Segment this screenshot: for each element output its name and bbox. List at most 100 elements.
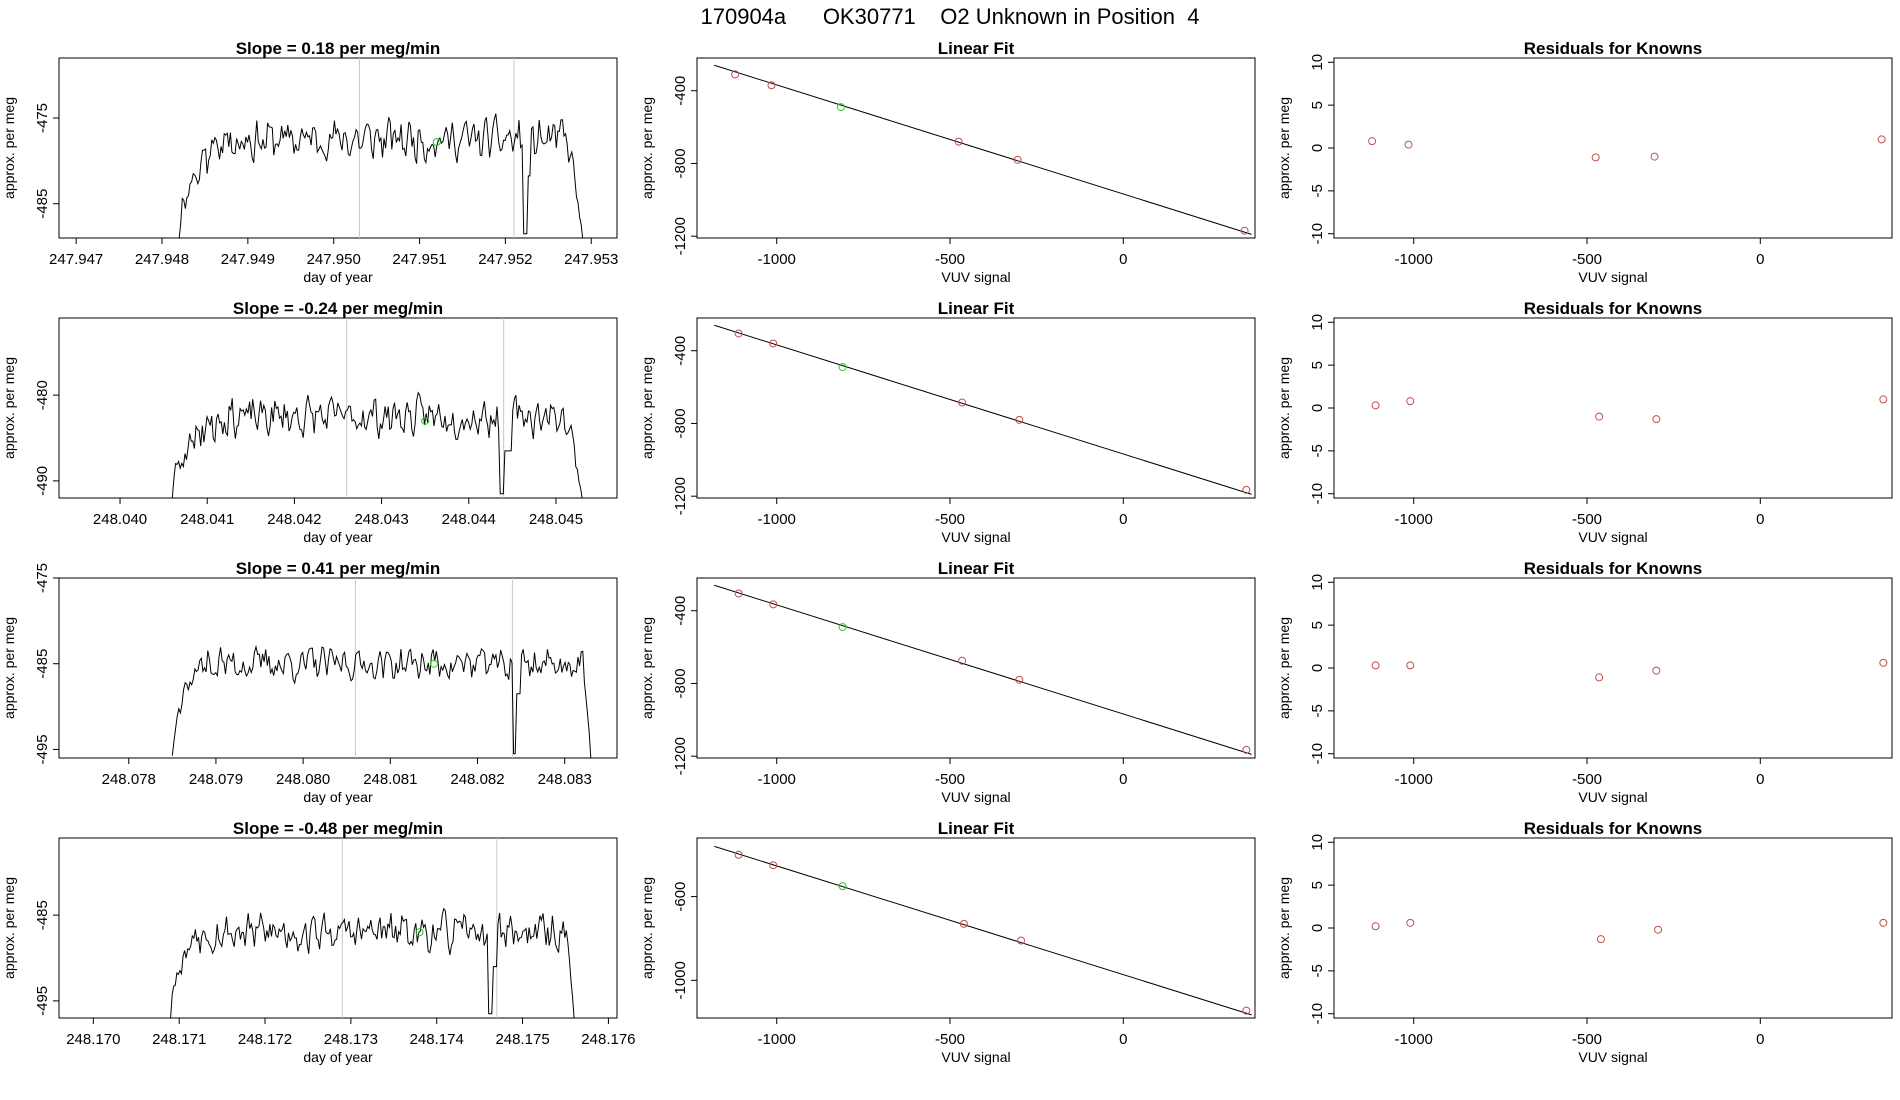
x-tick-label: 248.174 xyxy=(410,1031,464,1048)
x-tick-label: 248.173 xyxy=(324,1031,378,1048)
x-axis-label: day of year xyxy=(303,269,373,285)
known-point xyxy=(958,398,967,407)
known-point xyxy=(1591,153,1600,162)
plot-title: Slope = 0.18 per meg/min xyxy=(236,39,441,58)
x-tick-label: 247.948 xyxy=(135,251,189,268)
y-tick-label: -10 xyxy=(1309,1003,1326,1025)
signal-trace xyxy=(171,391,583,499)
unknown-point xyxy=(415,928,424,937)
x-tick-label: 248.082 xyxy=(450,771,504,788)
unknown-point xyxy=(836,103,845,112)
x-tick-label: 0 xyxy=(1756,771,1764,788)
known-point xyxy=(734,589,743,598)
x-tick-label: -500 xyxy=(935,511,965,528)
x-tick-label: 247.952 xyxy=(478,251,532,268)
y-tick-label: -5 xyxy=(1309,444,1326,457)
x-tick-label: 0 xyxy=(1119,771,1127,788)
x-tick-label: 248.175 xyxy=(495,1031,549,1048)
y-tick-label: -400 xyxy=(672,76,689,106)
plot-title: Linear Fit xyxy=(938,299,1015,318)
x-tick-label: 248.083 xyxy=(538,771,592,788)
y-tick-label: -475 xyxy=(34,563,51,593)
x-tick-label: 248.081 xyxy=(363,771,417,788)
plot-title: Slope = 0.41 per meg/min xyxy=(236,559,441,578)
plot-frame xyxy=(58,317,618,499)
y-tick-label: 5 xyxy=(1309,361,1326,369)
known-point xyxy=(1371,922,1380,931)
y-tick-label: -5 xyxy=(1309,184,1326,197)
x-tick-label: -500 xyxy=(935,251,965,268)
x-axis-label: day of year xyxy=(303,1049,373,1065)
known-point xyxy=(1368,137,1377,146)
x-tick-label: 0 xyxy=(1119,251,1127,268)
y-tick-label: 10 xyxy=(1309,314,1326,331)
x-tick-label: 0 xyxy=(1756,251,1764,268)
y-tick-label: -400 xyxy=(672,596,689,626)
x-tick-label: -500 xyxy=(1572,1031,1602,1048)
x-tick-label: 248.171 xyxy=(152,1031,206,1048)
x-tick-label: 248.042 xyxy=(267,511,321,528)
unknown-point xyxy=(421,416,430,425)
x-axis-label: VUV signal xyxy=(1578,529,1647,545)
x-tick-label: -1000 xyxy=(1395,251,1433,268)
fit-line xyxy=(714,584,1252,755)
x-axis-label: VUV signal xyxy=(1578,1049,1647,1065)
known-point xyxy=(1596,935,1605,944)
y-tick-label: -1200 xyxy=(672,737,689,775)
fit-line xyxy=(714,64,1252,235)
y-tick-label: -400 xyxy=(672,336,689,366)
x-axis-label: VUV signal xyxy=(941,1049,1010,1065)
signal-trace xyxy=(178,113,584,239)
y-axis-label: approx. per meg xyxy=(1276,877,1292,979)
known-point xyxy=(1242,485,1251,494)
x-tick-label: -1000 xyxy=(758,771,796,788)
y-tick-label: -485 xyxy=(34,649,51,679)
y-tick-label: 5 xyxy=(1309,881,1326,889)
y-axis-label: approx. per meg xyxy=(639,357,655,459)
y-tick-label: -800 xyxy=(672,668,689,698)
known-point xyxy=(1406,918,1415,927)
y-axis-label: approx. per meg xyxy=(1,357,17,459)
x-tick-label: 0 xyxy=(1756,511,1764,528)
y-tick-label: -480 xyxy=(34,380,51,410)
known-point xyxy=(1879,658,1888,667)
plot-title: Residuals for Knowns xyxy=(1524,559,1703,578)
y-tick-label: -490 xyxy=(34,466,51,496)
x-tick-label: -1000 xyxy=(758,511,796,528)
x-tick-label: 248.078 xyxy=(102,771,156,788)
plot-frame xyxy=(1333,577,1893,759)
x-tick-label: 0 xyxy=(1119,511,1127,528)
y-tick-label: -10 xyxy=(1309,743,1326,765)
y-tick-label: -5 xyxy=(1309,964,1326,977)
x-axis-label: VUV signal xyxy=(941,529,1010,545)
known-point xyxy=(1015,415,1024,424)
plot-frame xyxy=(696,317,1256,499)
known-point xyxy=(769,600,778,609)
known-point xyxy=(1371,401,1380,410)
y-axis-label: approx. per meg xyxy=(1,877,17,979)
known-point xyxy=(1595,412,1604,421)
x-tick-label: 248.041 xyxy=(180,511,234,528)
y-tick-label: 0 xyxy=(1309,404,1326,412)
plot-frame xyxy=(1333,57,1893,239)
plot-title: Linear Fit xyxy=(938,39,1015,58)
x-tick-label: 247.947 xyxy=(49,251,103,268)
y-tick-label: -5 xyxy=(1309,704,1326,717)
x-tick-label: 248.040 xyxy=(93,511,147,528)
plot-title: Residuals for Knowns xyxy=(1524,39,1703,58)
y-axis-label: approx. per meg xyxy=(639,617,655,719)
known-point xyxy=(1242,745,1251,754)
y-axis-label: approx. per meg xyxy=(1276,617,1292,719)
x-tick-label: 248.170 xyxy=(66,1031,120,1048)
plot-frame xyxy=(696,577,1256,759)
known-point xyxy=(1595,673,1604,682)
y-tick-label: 5 xyxy=(1309,621,1326,629)
known-point xyxy=(1015,675,1024,684)
unknown-point xyxy=(838,363,847,372)
signal-trace xyxy=(170,907,575,1019)
y-axis-label: approx. per meg xyxy=(1,617,17,719)
known-point xyxy=(958,656,967,665)
x-tick-label: 247.950 xyxy=(307,251,361,268)
x-tick-label: 248.043 xyxy=(354,511,408,528)
